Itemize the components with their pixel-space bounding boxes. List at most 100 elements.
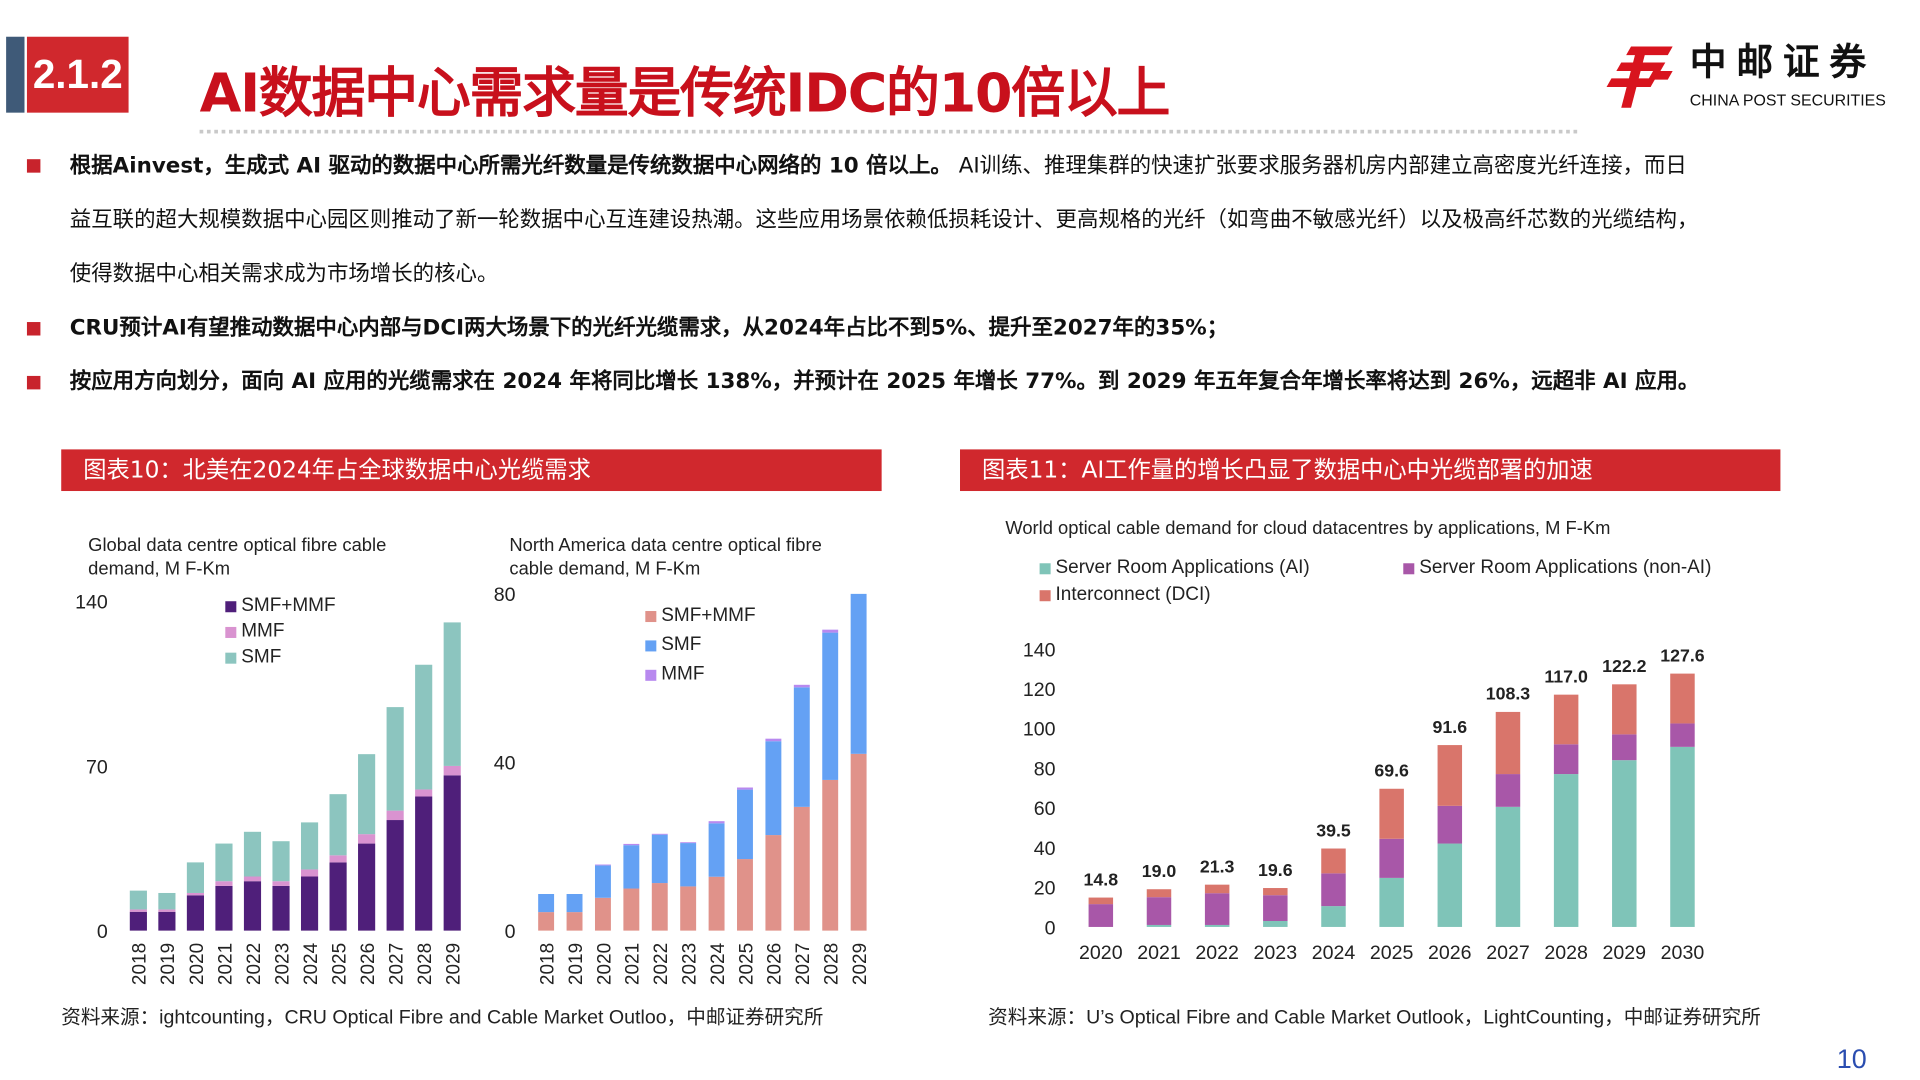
bar-segment-server-room-applications-non-ai-	[1321, 873, 1346, 907]
x-tick-label: 2023	[680, 943, 701, 985]
x-tick-label: 2020	[594, 943, 615, 985]
y-tick-label: 80	[494, 584, 516, 606]
x-tick-label: 2022	[1195, 942, 1239, 964]
figure-10-banner: 图表10：北美在2024年占全球数据中心光缆需求	[61, 449, 882, 492]
legend-swatch	[645, 639, 657, 651]
legend-label: Server Room Applications (non-AI)	[1419, 557, 1712, 578]
title-divider	[199, 129, 1578, 134]
y-tick-label: 0	[97, 921, 108, 943]
bar-segment-smf	[765, 741, 782, 836]
legend-item: MMF	[645, 664, 755, 686]
bar-segment-mmf	[443, 765, 461, 776]
bar-segment-server-room-applications-non-ai-	[1088, 904, 1114, 927]
x-tick-label: 2029	[1603, 942, 1647, 964]
bar-segment-server-room-applications-ai-	[1670, 746, 1695, 927]
bullet-1-line-1: 根据Ainvest，生成式 AI 驱动的数据中心所需光纤数量是传统数据中心网络的…	[70, 152, 1687, 181]
x-tick-label: 2019	[158, 943, 179, 985]
legend-item: SMF+MMF	[225, 595, 336, 617]
bar-segment-smf	[793, 687, 810, 807]
bar-segment-mmf	[708, 821, 725, 824]
legend-label: SMF	[661, 634, 702, 656]
bar-segment-smf	[186, 862, 205, 893]
bar-segment-server-room-applications-ai-	[1263, 920, 1288, 927]
x-tick-label: 2028	[1544, 942, 1588, 964]
bar-segment-smf-mmf	[243, 881, 262, 931]
figure-11-banner: 图表11：AI工作量的增长凸显了数据中心中光缆部署的加速	[960, 449, 1781, 492]
legend-swatch	[645, 669, 657, 681]
bar-segment-interconnect-dci-	[1553, 694, 1579, 745]
x-tick-label: 2026	[765, 943, 786, 985]
bar-segment-server-room-applications-ai-	[1612, 760, 1637, 927]
legend-label: Server Room Applications (AI)	[1055, 557, 1310, 578]
bar-segment-server-room-applications-ai-	[1321, 906, 1346, 927]
bar-segment-smf-mmf	[358, 843, 376, 931]
x-tick-label: 2024	[301, 943, 322, 985]
bar-segment-server-room-applications-non-ai-	[1204, 893, 1230, 925]
legend-swatch	[1403, 562, 1415, 574]
bar-segment-smf-mmf	[272, 885, 290, 931]
bar-segment-mmf	[186, 892, 205, 896]
x-tick-label: 2024	[708, 943, 729, 985]
bar-segment-server-room-applications-ai-	[1146, 924, 1172, 927]
bar-segment-smf	[272, 841, 290, 882]
bar-segment-smf-mmf	[594, 897, 611, 931]
total-data-label: 19.0	[1142, 861, 1177, 881]
legend-label: MMF	[241, 620, 285, 642]
bar-segment-mmf	[272, 881, 290, 886]
bar-segment-smf	[386, 707, 404, 811]
bar-segment-mmf	[386, 810, 404, 821]
bar-segment-mmf	[623, 843, 640, 846]
bar-segment-mmf	[651, 833, 668, 835]
bar-segment-smf	[215, 843, 233, 882]
total-data-label: 117.0	[1544, 666, 1588, 686]
legend-swatch	[1039, 562, 1051, 574]
bar-segment-smf	[822, 632, 839, 780]
x-tick-label: 2021	[215, 943, 236, 985]
section-accent-bar	[6, 36, 25, 113]
logo-text-cn: 中邮证券	[1689, 41, 1876, 85]
bar-segment-smf	[443, 622, 461, 766]
x-tick-label: 2026	[358, 943, 379, 985]
page-title: AI数据中心需求量是传统IDC的10倍以上	[199, 62, 1171, 125]
bar-segment-mmf	[793, 684, 810, 688]
x-tick-label: 2024	[1312, 942, 1356, 964]
bar-segment-server-room-applications-non-ai-	[1670, 723, 1695, 747]
x-tick-label: 2019	[566, 943, 587, 985]
bar-segment-server-room-applications-non-ai-	[1612, 734, 1637, 761]
bar-segment-server-room-applications-non-ai-	[1437, 805, 1463, 844]
x-tick-label: 2022	[651, 943, 672, 985]
y-tick-label: 140	[75, 592, 108, 614]
bar-segment-server-room-applications-ai-	[1495, 806, 1521, 927]
bar-segment-interconnect-dci-	[1495, 711, 1521, 775]
x-tick-label: 2021	[1137, 942, 1181, 964]
x-tick-label: 2022	[244, 943, 265, 985]
bar-segment-smf-mmf	[708, 876, 725, 931]
x-tick-label: 2027	[386, 943, 407, 985]
bar-segment-server-room-applications-ai-	[1437, 843, 1463, 927]
logo-text-en: CHINA POST SECURITIES	[1689, 90, 1886, 109]
y-tick-label: 20	[1034, 878, 1056, 900]
bar-segment-smf-mmf	[793, 806, 810, 931]
figure-10-source: 资料来源：ightcounting，CRU Optical Fibre and …	[61, 1007, 824, 1029]
x-tick-label: 2020	[1079, 942, 1123, 964]
total-data-label: 21.3	[1200, 856, 1235, 876]
bar-segment-smf-mmf	[386, 820, 404, 931]
bar-segment-smf-mmf	[329, 862, 347, 931]
legend-swatch	[1039, 589, 1051, 601]
total-data-label: 108.3	[1486, 684, 1531, 704]
bar-segment-mmf	[822, 629, 839, 633]
bar-segment-smf	[538, 893, 555, 913]
x-tick-label: 2028	[822, 943, 843, 985]
bar-segment-mmf	[158, 909, 176, 912]
bullet-marker	[26, 322, 41, 336]
legend-swatch	[225, 600, 237, 612]
section-number: 2.1.2	[26, 36, 129, 113]
bar-segment-smf-mmf	[129, 911, 147, 931]
bullet-marker	[26, 375, 41, 390]
bullet-1-text: AI训练、推理集群的快速扩张要求服务器机房内部建立高密度光纤连接，而日	[958, 154, 1687, 179]
chart-2-legend: SMF+MMF SMF MMF	[645, 605, 756, 686]
y-tick-label: 0	[505, 921, 516, 943]
bar-segment-server-room-applications-non-ai-	[1495, 774, 1521, 807]
bar-segment-interconnect-dci-	[1146, 889, 1172, 898]
